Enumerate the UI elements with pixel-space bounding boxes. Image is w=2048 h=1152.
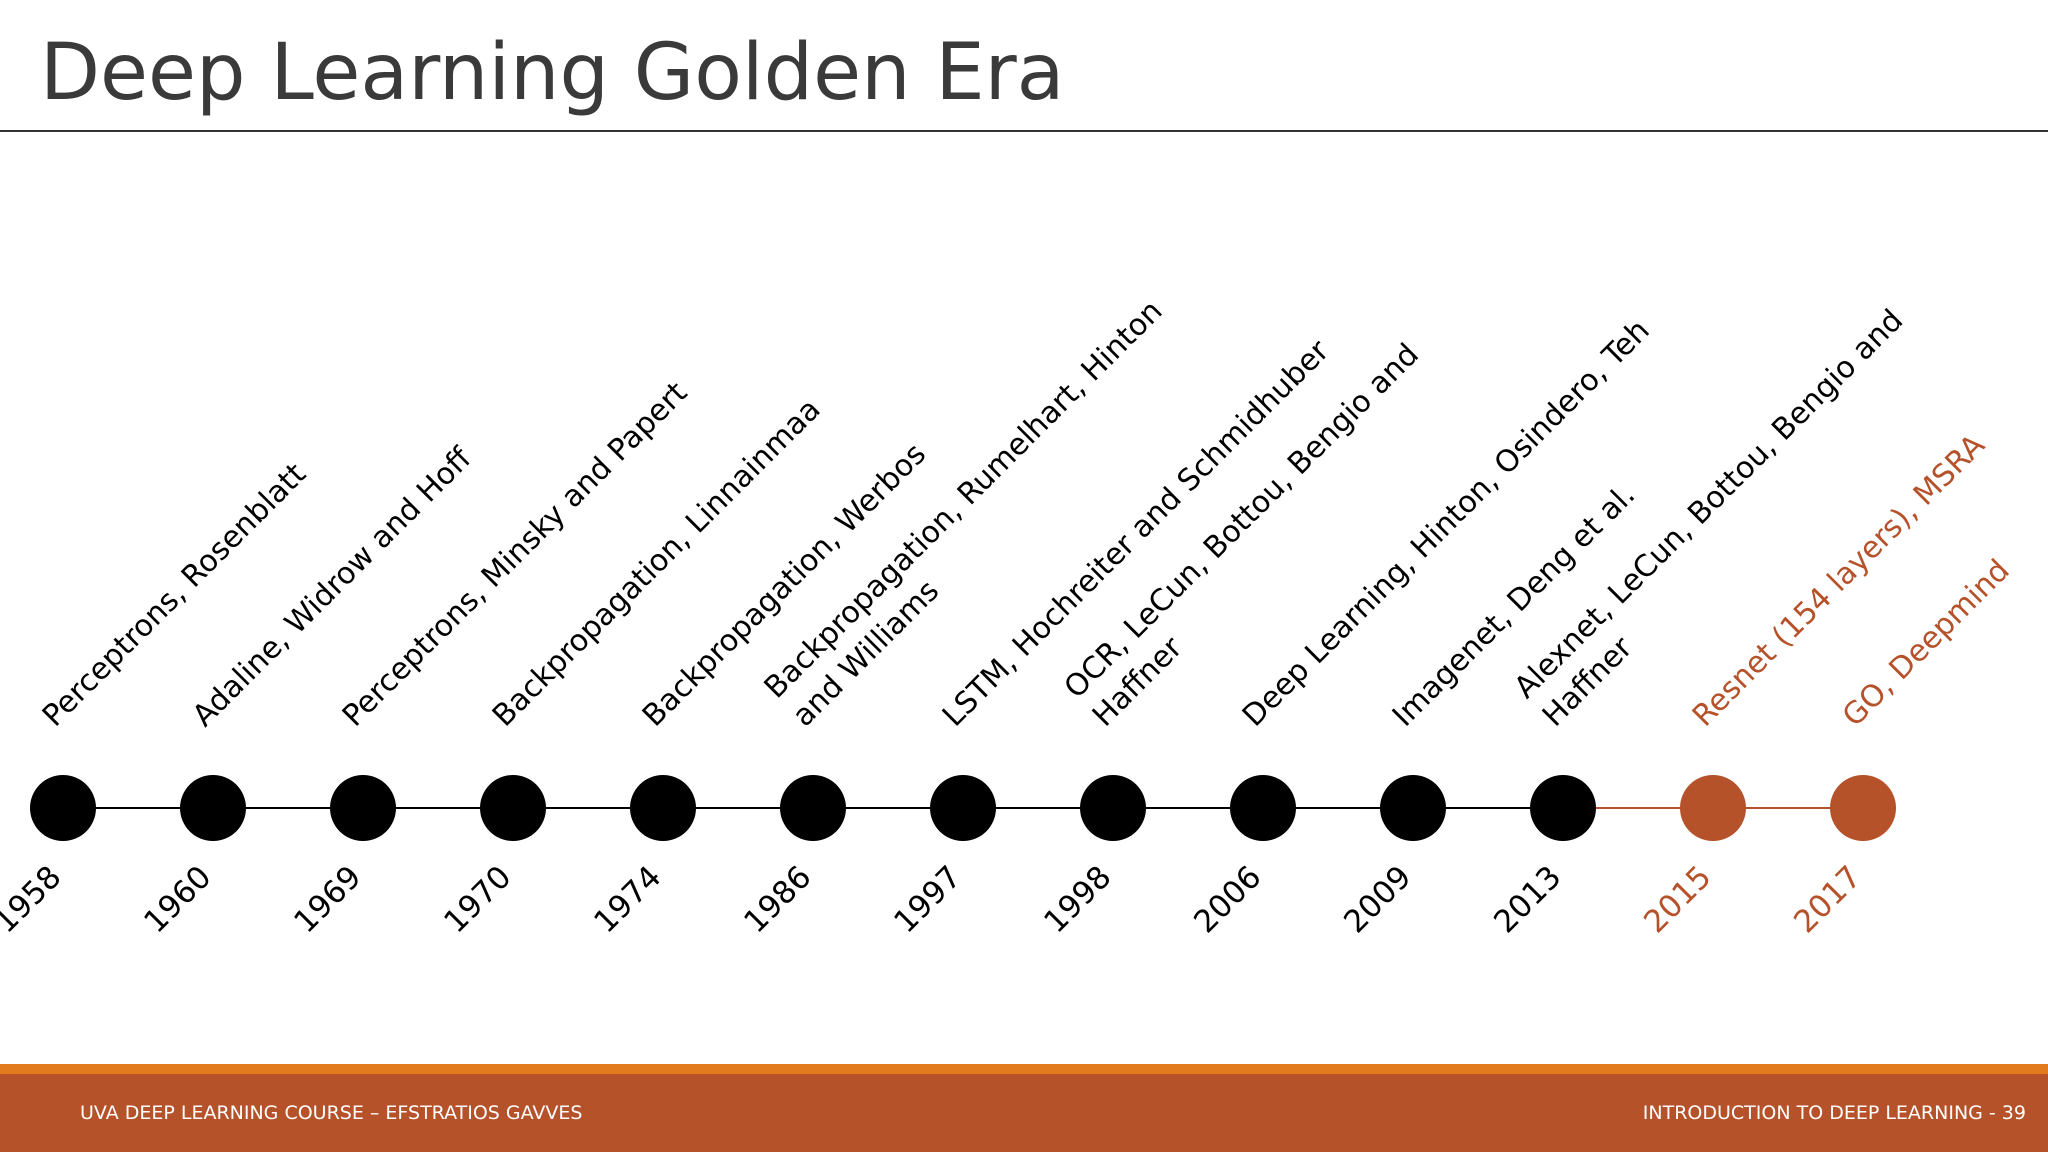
timeline-year-1960: 1960 bbox=[137, 859, 218, 940]
timeline-node-1998 bbox=[1080, 775, 1146, 841]
slide-title: Deep Learning Golden Era bbox=[40, 28, 1065, 118]
timeline-node-1970 bbox=[480, 775, 546, 841]
timeline-label-1958: Perceptrons, Rosenblatt bbox=[36, 456, 313, 733]
timeline-year-2006: 2006 bbox=[1187, 859, 1268, 940]
timeline-node-2013 bbox=[1530, 775, 1596, 841]
timeline-node-1969 bbox=[330, 775, 396, 841]
timeline-label-1960: Adaline, Widrow and Hoff bbox=[186, 440, 479, 733]
timeline-year-2015: 2015 bbox=[1637, 859, 1718, 940]
timeline-node-2009 bbox=[1380, 775, 1446, 841]
timeline-year-1958: 1958 bbox=[0, 859, 69, 940]
timeline-year-1970: 1970 bbox=[437, 859, 518, 940]
timeline-year-1974: 1974 bbox=[587, 859, 668, 940]
timeline-node-1974 bbox=[630, 775, 696, 841]
timeline-node-1958 bbox=[30, 775, 96, 841]
timeline-node-2006 bbox=[1230, 775, 1296, 841]
timeline-year-1997: 1997 bbox=[887, 859, 968, 940]
footer-accent-stripe bbox=[0, 1064, 2048, 1074]
timeline-year-1986: 1986 bbox=[737, 859, 818, 940]
timeline-label-2013: Alexnet, LeCun, Bottou, Bengio andHaffne… bbox=[1508, 303, 1939, 734]
footer-page-label: INTRODUCTION TO DEEP LEARNING - 39 bbox=[1642, 1102, 2026, 1124]
timeline-year-1998: 1998 bbox=[1037, 859, 1118, 940]
footer-bar: UVA DEEP LEARNING COURSE – EFSTRATIOS GA… bbox=[0, 1074, 2048, 1152]
title-divider bbox=[0, 130, 2048, 132]
timeline-node-1997 bbox=[930, 775, 996, 841]
timeline-node-1960 bbox=[180, 775, 246, 841]
timeline-node-2015 bbox=[1680, 775, 1746, 841]
timeline-year-2013: 2013 bbox=[1487, 859, 1568, 940]
timeline-node-2017 bbox=[1830, 775, 1896, 841]
footer-course-label: UVA DEEP LEARNING COURSE – EFSTRATIOS GA… bbox=[80, 1102, 583, 1124]
timeline-year-2009: 2009 bbox=[1337, 859, 1418, 940]
timeline-year-1969: 1969 bbox=[287, 859, 368, 940]
timeline-node-1986 bbox=[780, 775, 846, 841]
timeline-year-2017: 2017 bbox=[1787, 859, 1868, 940]
